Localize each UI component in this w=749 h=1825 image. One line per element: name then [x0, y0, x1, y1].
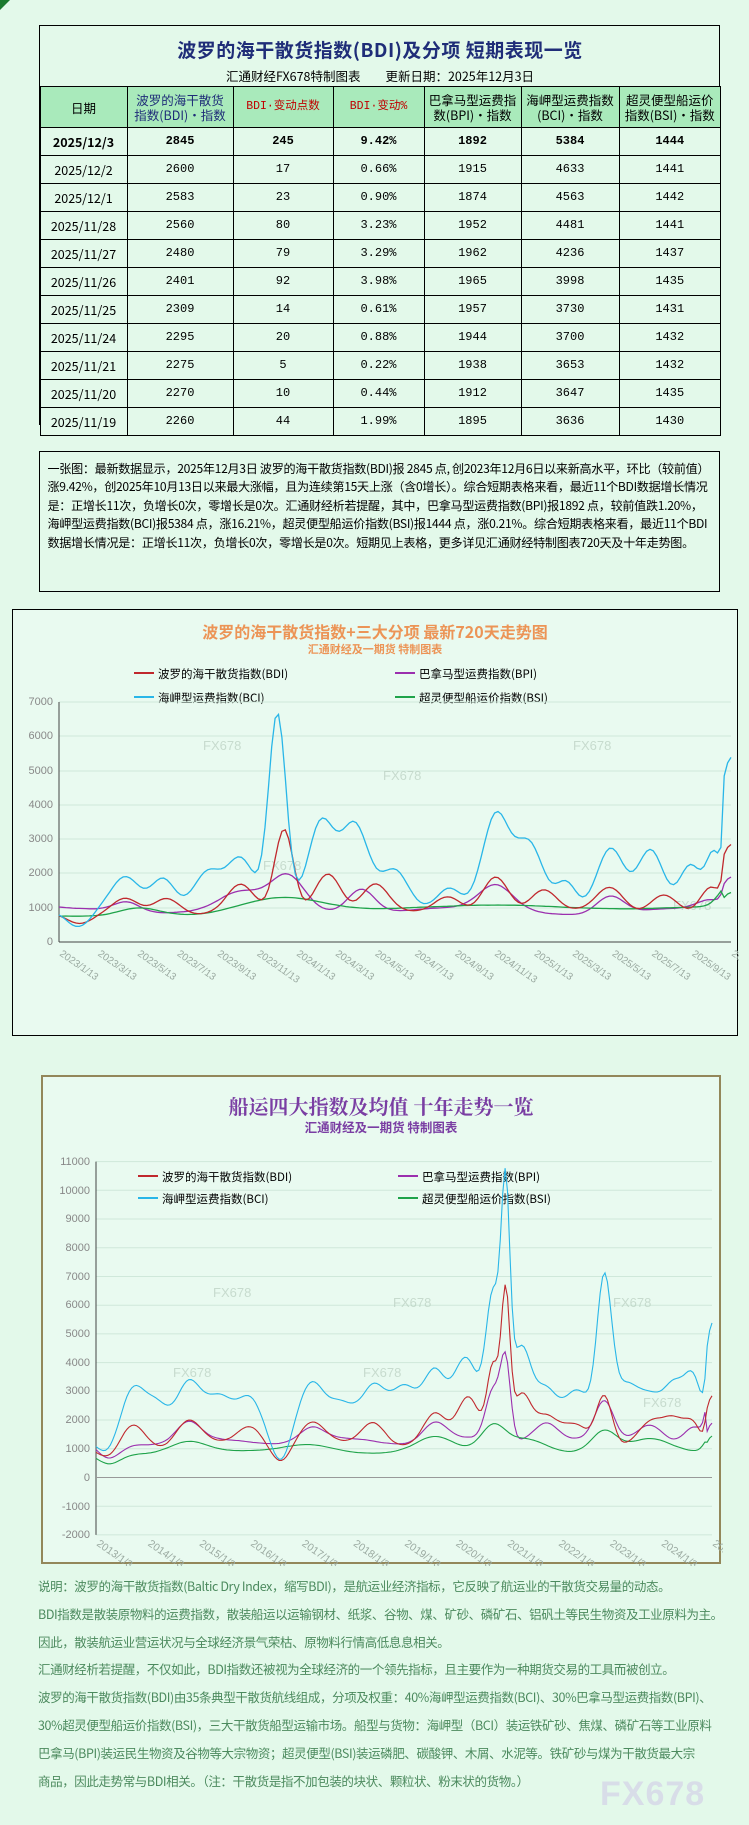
svg-text:5000: 5000 — [66, 1328, 90, 1340]
svg-text:FX678: FX678 — [363, 1365, 401, 1380]
svg-text:2024/5/13: 2024/5/13 — [373, 948, 416, 983]
svg-text:2013/1/3: 2013/1/3 — [94, 1538, 134, 1566]
svg-text:2025/3/13: 2025/3/13 — [570, 948, 613, 983]
svg-text:5000: 5000 — [29, 765, 53, 777]
svg-text:2024/1/3: 2024/1/3 — [659, 1538, 699, 1566]
svg-text:2022/1/3: 2022/1/3 — [556, 1538, 596, 1566]
svg-text:1000: 1000 — [29, 902, 53, 914]
svg-text:7000: 7000 — [29, 696, 53, 708]
svg-text:2025/11/13: 2025/11/13 — [729, 948, 739, 986]
svg-text:2018/1/3: 2018/1/3 — [351, 1538, 391, 1566]
svg-text:6000: 6000 — [66, 1299, 90, 1311]
svg-text:0: 0 — [84, 1472, 90, 1484]
svg-text:2015/1/3: 2015/1/3 — [197, 1538, 237, 1566]
svg-text:9000: 9000 — [66, 1213, 90, 1225]
svg-text:FX678: FX678 — [393, 1295, 431, 1310]
svg-text:2025/5/13: 2025/5/13 — [610, 948, 653, 983]
svg-text:2025/9/13: 2025/9/13 — [690, 948, 733, 983]
svg-text:4000: 4000 — [29, 799, 53, 811]
svg-text:2000: 2000 — [29, 867, 53, 879]
svg-text:2023/1/3: 2023/1/3 — [608, 1538, 648, 1566]
svg-text:2023/3/13: 2023/3/13 — [96, 948, 139, 983]
svg-text:FX678: FX678 — [643, 1395, 681, 1410]
svg-text:2000: 2000 — [66, 1414, 90, 1426]
svg-text:0: 0 — [47, 936, 53, 948]
svg-text:2023/11/13: 2023/11/13 — [255, 948, 302, 986]
svg-text:FX678: FX678 — [383, 768, 421, 783]
svg-text:2014/1/3: 2014/1/3 — [146, 1538, 186, 1566]
svg-text:2023/9/13: 2023/9/13 — [215, 948, 258, 983]
svg-text:2024/7/13: 2024/7/13 — [412, 948, 455, 983]
svg-text:2025/7/13: 2025/7/13 — [649, 948, 692, 983]
svg-text:7000: 7000 — [66, 1271, 90, 1283]
svg-text:8000: 8000 — [66, 1242, 90, 1254]
svg-text:2017/1/3: 2017/1/3 — [300, 1538, 340, 1566]
svg-text:FX678: FX678 — [173, 1365, 211, 1380]
svg-text:2023/7/13: 2023/7/13 — [175, 948, 218, 983]
svg-text:-2000: -2000 — [62, 1529, 90, 1541]
svg-text:FX678: FX678 — [573, 738, 611, 753]
svg-text:FX678: FX678 — [203, 738, 241, 753]
svg-text:4000: 4000 — [66, 1357, 90, 1369]
svg-text:FX678: FX678 — [213, 1285, 251, 1300]
svg-text:2023/5/13: 2023/5/13 — [135, 948, 178, 983]
svg-text:FX678: FX678 — [613, 1295, 651, 1310]
svg-text:-1000: -1000 — [62, 1501, 90, 1513]
svg-text:10000: 10000 — [59, 1185, 90, 1197]
svg-text:2025/1/13: 2025/1/13 — [532, 948, 575, 983]
svg-text:11000: 11000 — [60, 1156, 90, 1168]
svg-text:2016/1/3: 2016/1/3 — [248, 1538, 288, 1566]
svg-text:2020/1/3: 2020/1/3 — [454, 1538, 494, 1566]
svg-text:2019/1/3: 2019/1/3 — [402, 1538, 442, 1566]
svg-text:2024/11/13: 2024/11/13 — [492, 948, 539, 986]
svg-text:2025/1/3: 2025/1/3 — [710, 1538, 723, 1566]
svg-text:2024/1/13: 2024/1/13 — [294, 948, 337, 983]
svg-text:2024/3/13: 2024/3/13 — [333, 948, 376, 983]
svg-text:2024/9/13: 2024/9/13 — [453, 948, 496, 983]
svg-text:6000: 6000 — [29, 730, 53, 742]
svg-text:2021/1/3: 2021/1/3 — [505, 1538, 545, 1566]
svg-text:2023/1/13: 2023/1/13 — [57, 948, 100, 983]
svg-text:1000: 1000 — [66, 1443, 90, 1455]
svg-text:3000: 3000 — [66, 1385, 90, 1397]
svg-text:3000: 3000 — [29, 833, 53, 845]
